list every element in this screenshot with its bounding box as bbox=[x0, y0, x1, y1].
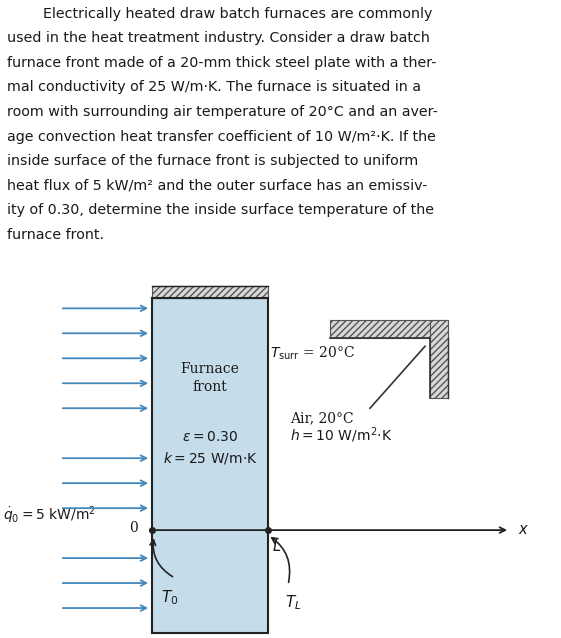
Text: $x$: $x$ bbox=[518, 523, 529, 537]
Bar bbox=[330, 320, 448, 338]
Text: 0: 0 bbox=[130, 521, 139, 535]
Text: ity of 0.30, determine the inside surface temperature of the: ity of 0.30, determine the inside surfac… bbox=[7, 204, 434, 218]
Text: furnace front.: furnace front. bbox=[7, 228, 104, 242]
Text: $T_{\rm surr}$ = 20°C: $T_{\rm surr}$ = 20°C bbox=[270, 345, 355, 362]
Text: $\varepsilon = 0.30$
$k = 25\ \rm W/m{\cdot}K$: $\varepsilon = 0.30$ $k = 25\ \rm W/m{\c… bbox=[163, 430, 257, 466]
Text: furnace front made of a 20-mm thick steel plate with a ther-: furnace front made of a 20-mm thick stee… bbox=[7, 56, 437, 70]
Text: $T_L$: $T_L$ bbox=[284, 594, 301, 612]
Text: heat flux of 5 kW/m² and the outer surface has an emissiv-: heat flux of 5 kW/m² and the outer surfa… bbox=[7, 179, 427, 193]
Text: Air, 20°C: Air, 20°C bbox=[290, 412, 353, 425]
Text: room with surrounding air temperature of 20°C and an aver-: room with surrounding air temperature of… bbox=[7, 105, 438, 119]
Text: inside surface of the furnace front is subjected to uniform: inside surface of the furnace front is s… bbox=[7, 154, 419, 168]
Text: $h = 10\ \rm W/m^2{\cdot}K$: $h = 10\ \rm W/m^2{\cdot}K$ bbox=[290, 426, 392, 445]
Text: $T_0$: $T_0$ bbox=[161, 589, 179, 607]
Bar bbox=[152, 299, 268, 633]
Text: $L$: $L$ bbox=[272, 538, 281, 554]
Bar bbox=[152, 286, 268, 299]
Text: $\dot{q}_0 = 5\ \rm kW/m^2$: $\dot{q}_0 = 5\ \rm kW/m^2$ bbox=[3, 505, 96, 526]
Text: used in the heat treatment industry. Consider a draw batch: used in the heat treatment industry. Con… bbox=[7, 31, 430, 45]
Bar bbox=[430, 320, 448, 398]
Text: age convection heat transfer coefficient of 10 W/m²·K. If the: age convection heat transfer coefficient… bbox=[7, 130, 436, 144]
Text: Electrically heated draw batch furnaces are commonly: Electrically heated draw batch furnaces … bbox=[7, 6, 433, 20]
Text: Furnace
front: Furnace front bbox=[181, 362, 240, 394]
Text: mal conductivity of 25 W/m·K. The furnace is situated in a: mal conductivity of 25 W/m·K. The furnac… bbox=[7, 80, 421, 94]
